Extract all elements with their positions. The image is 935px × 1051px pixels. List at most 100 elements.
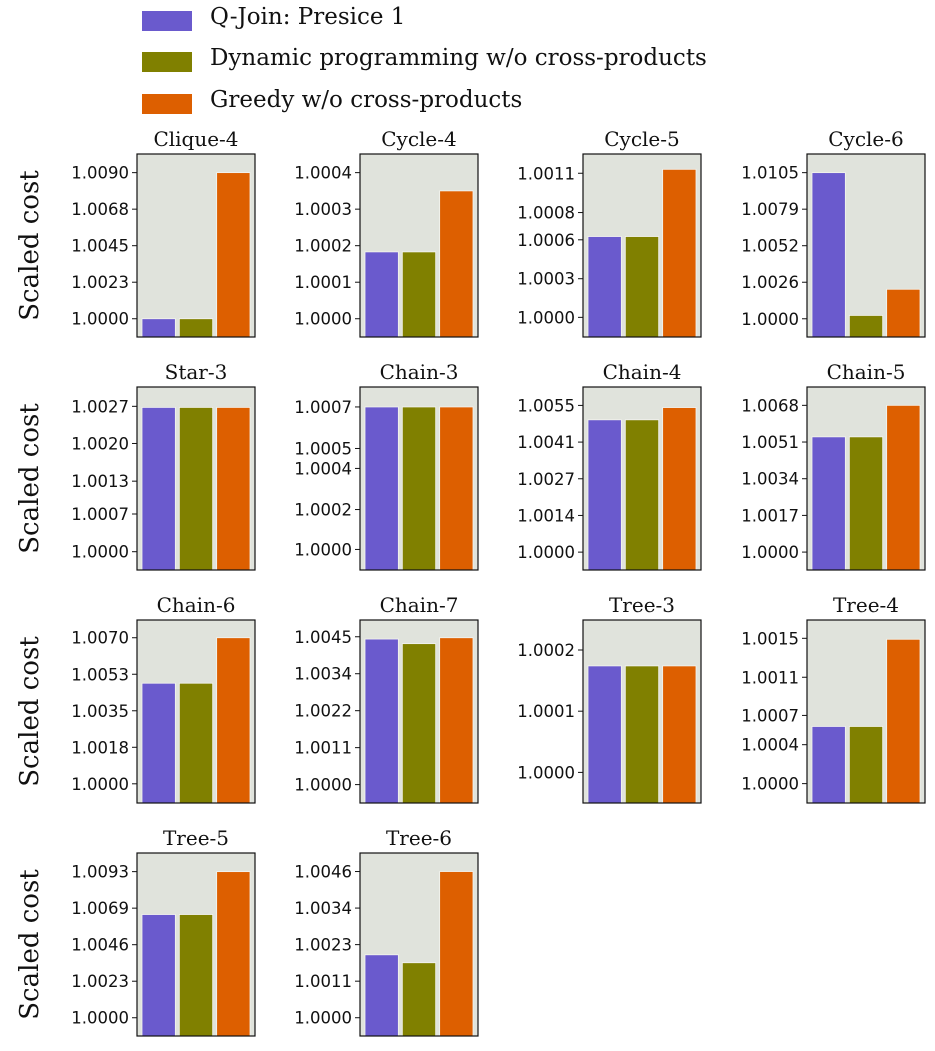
bar-dp — [178, 682, 214, 804]
y-tick-label: 1.0000 — [294, 310, 352, 329]
bar-greedy — [439, 190, 474, 338]
panel-tree-6: 1.0000 1.0011 1.0023 1.0034 1.0046 Tree-6 — [294, 826, 479, 1037]
y-axis-label: Scaled cost — [15, 636, 45, 787]
y-tick-label: 1.0004 — [294, 459, 352, 478]
y-tick-label: 1.0023 — [294, 936, 352, 955]
y-tick-label: 1.0090 — [71, 164, 129, 183]
panel-tree-4: 1.0000 1.0004 1.0007 1.0011 1.0015 Tree-4 — [741, 593, 926, 804]
panel-cycle-6: 1.0000 1.0026 1.0052 1.0079 1.0105 Cycle-6 — [741, 127, 926, 338]
bar-dp — [401, 251, 437, 338]
y-axis-label: Scaled cost — [15, 403, 45, 554]
bar-greedy — [662, 407, 697, 571]
y-tick-label: 1.0007 — [294, 398, 352, 417]
legend-label: Greedy w/o cross-products — [210, 87, 523, 113]
bar-greedy — [439, 637, 474, 804]
y-tick-label: 1.0045 — [294, 628, 352, 647]
bar-dp — [178, 407, 214, 571]
y-tick-label: 1.0034 — [741, 470, 799, 489]
bar-qjoin — [141, 914, 176, 1037]
y-tick-label: 1.0052 — [741, 237, 799, 256]
bar-greedy — [439, 406, 474, 571]
y-tick-label: 1.0011 — [741, 668, 799, 687]
y-tick-label: 1.0005 — [294, 439, 352, 458]
panel-title: Cycle-5 — [604, 127, 680, 151]
y-tick-label: 1.0000 — [71, 310, 129, 329]
bar-dp — [178, 914, 214, 1037]
panel-chain-6: 1.0000 1.0018 1.0035 1.0053 1.0070 Chain-6 Sca… — [15, 593, 256, 804]
bar-qjoin — [811, 172, 846, 338]
bar-dp — [624, 419, 660, 571]
panel-cycle-5: 1.0000 1.0003 1.0006 1.0008 1.0011 Cycle-5 — [517, 127, 702, 338]
y-tick-label: 1.0000 — [741, 775, 799, 794]
bar-qjoin — [364, 638, 399, 804]
panel-chain-4: 1.0000 1.0014 1.0027 1.0041 1.0055 Chain-4 — [517, 360, 702, 571]
panel-title: Clique-4 — [153, 127, 238, 151]
panel-title: Star-3 — [165, 360, 228, 384]
y-tick-label: 1.0000 — [71, 1009, 129, 1028]
panel-title: Cycle-6 — [828, 127, 904, 151]
legend-swatch — [142, 94, 192, 114]
y-tick-label: 1.0053 — [71, 665, 129, 684]
y-tick-label: 1.0003 — [517, 270, 575, 289]
legend-label: Q-Join: Presice 1 — [210, 4, 406, 30]
y-tick-label: 1.0000 — [71, 775, 129, 794]
y-tick-label: 1.0023 — [71, 972, 129, 991]
legend-swatch — [142, 11, 192, 31]
panel-title: Tree-5 — [163, 826, 229, 850]
panel-title: Cycle-4 — [381, 127, 457, 151]
panel-tree-5: 1.0000 1.0023 1.0046 1.0069 1.0093 Tree-5 Scal… — [15, 826, 256, 1037]
bar-greedy — [886, 404, 921, 571]
y-tick-label: 1.0051 — [741, 433, 799, 452]
y-tick-label: 1.0079 — [741, 200, 799, 219]
y-tick-label: 1.0027 — [71, 397, 129, 416]
y-tick-label: 1.0027 — [517, 470, 575, 489]
y-tick-label: 1.0068 — [741, 396, 799, 415]
bar-qjoin — [141, 318, 176, 338]
bar-dp — [401, 643, 437, 804]
y-tick-label: 1.0008 — [517, 204, 575, 223]
y-tick-label: 1.0093 — [71, 863, 129, 882]
bar-greedy — [662, 168, 697, 338]
bar-dp — [848, 315, 884, 338]
bar-dp — [624, 236, 660, 338]
y-tick-label: 1.0069 — [71, 899, 129, 918]
y-tick-label: 1.0026 — [741, 273, 799, 292]
y-tick-label: 1.0002 — [294, 501, 352, 520]
y-tick-label: 1.0000 — [71, 543, 129, 562]
bar-qjoin — [364, 251, 399, 338]
y-tick-label: 1.0000 — [741, 543, 799, 562]
panel-title: Chain-5 — [827, 360, 906, 384]
axes-frame — [359, 386, 479, 571]
bar-qjoin — [811, 436, 846, 571]
bar-dp — [624, 665, 660, 804]
y-tick-label: 1.0011 — [294, 739, 352, 758]
y-tick-label: 1.0000 — [741, 310, 799, 329]
bar-greedy — [886, 638, 921, 804]
bar-qjoin — [141, 407, 176, 571]
panel-chain-7: 1.0000 1.0011 1.0022 1.0034 1.0045 Chain-7 — [294, 593, 479, 804]
y-tick-label: 1.0034 — [294, 665, 352, 684]
y-tick-label: 1.0000 — [294, 776, 352, 795]
y-tick-label: 1.0002 — [294, 237, 352, 256]
y-tick-label: 1.0017 — [741, 506, 799, 525]
y-tick-label: 1.0007 — [71, 505, 129, 524]
panel-chain-5: 1.0000 1.0017 1.0034 1.0051 1.0068 Chain-5 — [741, 360, 926, 571]
bar-qjoin — [587, 419, 622, 571]
y-tick-label: 1.0000 — [517, 763, 575, 782]
y-tick-label: 1.0023 — [71, 273, 129, 292]
bar-dp — [401, 962, 437, 1037]
y-tick-label: 1.0000 — [294, 540, 352, 559]
y-tick-label: 1.0006 — [517, 231, 575, 250]
legend-swatch — [142, 52, 192, 72]
y-tick-label: 1.0007 — [741, 706, 799, 725]
bar-qjoin — [811, 726, 846, 804]
y-tick-label: 1.0034 — [294, 899, 352, 918]
panel-title: Tree-6 — [386, 826, 452, 850]
y-tick-label: 1.0001 — [294, 273, 352, 292]
axes-frame — [136, 386, 256, 571]
bar-qjoin — [587, 236, 622, 338]
panel-cycle-4: 1.0000 1.0001 1.0002 1.0003 1.0004 Cycle-4 — [294, 127, 479, 338]
bar-greedy — [216, 637, 251, 804]
